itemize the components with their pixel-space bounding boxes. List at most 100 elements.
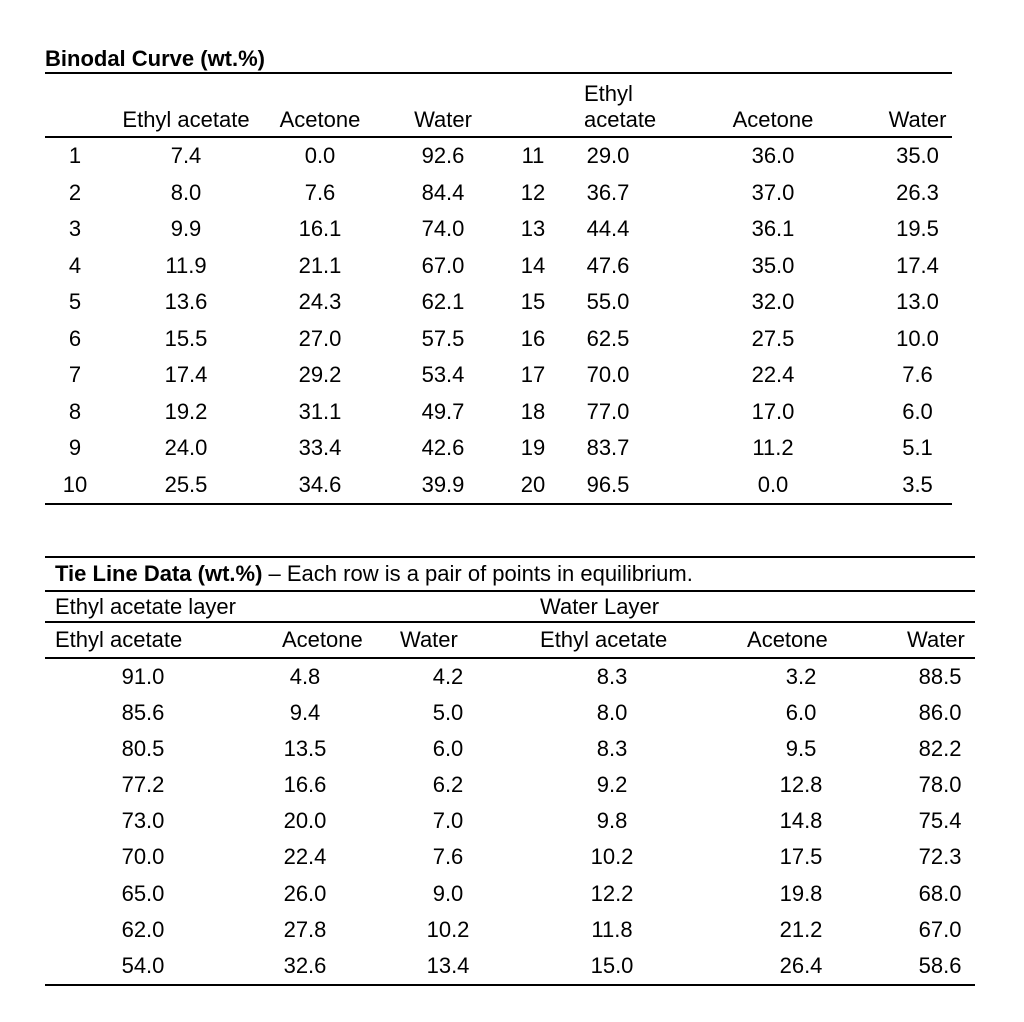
table-row: 7 17.4 29.2 53.4 17 70.0 22.4 7.6 [45, 357, 952, 394]
table-cell: 2 [68, 179, 82, 205]
tie-line-title-bold: Tie Line Data (wt.%) [55, 561, 263, 586]
table-cell: 6.0 [432, 736, 464, 762]
table-cell: 9.8 [596, 808, 628, 834]
table-row: 91.0 4.8 4.2 8.3 3.2 88.5 [45, 658, 975, 695]
table-cell: 86.0 [918, 700, 962, 726]
table-cell: 54.0 [121, 952, 165, 978]
column-header-ethyl-acetate-right: Ethyl acetate [527, 622, 698, 659]
tie-line-table-body: 91.0 4.8 4.2 8.3 3.2 88.5 85.6 9.4 5.0 8.0 6.0 86.0… [45, 658, 975, 985]
table-cell: 91.0 [121, 664, 165, 689]
table-cell: 13.6 [164, 289, 208, 314]
table-cell: 19.5 [896, 216, 939, 241]
table-row: 54.0 32.6 13.4 15.0 26.4 58.6 [45, 948, 975, 985]
column-header-ethyl-acetate-left: Ethyl acetate [105, 74, 267, 138]
table-cell: 15 [520, 289, 546, 314]
table-cell: 5 [68, 289, 82, 314]
table-row: 8 19.2 31.1 49.7 18 77.0 17.0 6.0 [45, 394, 952, 431]
table-cell: 29.0 [586, 143, 630, 168]
table-cell: 6.0 [902, 398, 933, 424]
table-cell: 27.0 [298, 325, 342, 351]
table-cell: 32.0 [751, 289, 795, 314]
table-cell: 26.0 [283, 880, 327, 906]
table-cell: 11 [521, 143, 545, 168]
table-cell: 13.0 [896, 289, 939, 314]
table-cell: 70.0 [121, 844, 165, 870]
table-cell: 36.1 [751, 216, 795, 241]
table-cell: 27.5 [751, 325, 795, 351]
table-cell: 8.0 [596, 700, 628, 726]
table-cell: 36.7 [586, 179, 630, 205]
table-cell: 19 [520, 435, 546, 460]
table-cell: 9.9 [170, 216, 202, 241]
table-cell: 17.0 [751, 398, 795, 424]
table-cell: 13 [520, 216, 546, 241]
binodal-section: Binodal Curve (wt.%) Ethyl acetate Aceto… [45, 46, 1024, 505]
table-cell: 3.2 [785, 664, 817, 689]
table-cell: 77.2 [121, 772, 165, 798]
table-cell: 11.9 [165, 252, 207, 278]
table-cell: 20 [520, 471, 546, 497]
table-cell: 88.5 [918, 664, 962, 689]
table-cell: 7.6 [432, 844, 464, 870]
table-cell: 14 [520, 252, 546, 278]
table-cell: 6.0 [785, 700, 817, 726]
table-cell: 74.0 [421, 216, 465, 241]
binodal-table: Ethyl acetate Acetone Water Ethyl acetat… [45, 74, 952, 505]
table-cell: 83.7 [586, 435, 630, 460]
table-cell: 9.4 [289, 700, 321, 726]
table-row: 1 7.4 0.0 92.6 11 29.0 36.0 35.0 [45, 137, 952, 175]
table-cell: 17.4 [896, 252, 939, 278]
table-cell: 14.8 [779, 808, 823, 834]
table-cell: 42.6 [421, 435, 465, 460]
column-header-acetone-left: Acetone [241, 622, 369, 659]
binodal-table-body: 1 7.4 0.0 92.6 11 29.0 36.0 35.0 2 8.0 7.6 84.4 12 36… [45, 137, 952, 504]
column-header-ethyl-acetate-right: Ethyl acetate [553, 74, 663, 138]
table-cell: 24.3 [298, 289, 342, 314]
layer-header-water: Water Layer [527, 592, 976, 623]
table-cell: 20.0 [283, 808, 327, 834]
table-cell: 12.2 [590, 880, 634, 906]
table-cell: 72.3 [918, 844, 962, 870]
table-cell: 32.6 [283, 952, 327, 978]
table-cell: 47.6 [586, 252, 630, 278]
table-cell: 8.3 [596, 664, 628, 689]
table-cell: 26.3 [896, 179, 939, 205]
table-cell: 5.1 [902, 435, 933, 460]
binodal-header-row: Ethyl acetate Acetone Water Ethyl acetat… [45, 74, 952, 138]
table-row: 80.5 13.5 6.0 8.3 9.5 82.2 [45, 731, 975, 767]
table-row: 62.0 27.8 10.2 11.8 21.2 67.0 [45, 912, 975, 948]
table-cell: 9.0 [432, 880, 464, 906]
table-row: 73.0 20.0 7.0 9.8 14.8 75.4 [45, 803, 975, 839]
table-cell: 39.9 [421, 471, 465, 497]
column-header-water-left: Water [369, 622, 528, 659]
table-row: 70.0 22.4 7.6 10.2 17.5 72.3 [45, 839, 975, 875]
table-cell: 7 [68, 362, 82, 387]
table-cell: 11.2 [752, 435, 794, 460]
table-cell: 9 [68, 435, 82, 460]
table-cell: 15.5 [164, 325, 208, 351]
table-cell: 37.0 [751, 179, 795, 205]
table-cell: 19.2 [164, 398, 208, 424]
table-cell: 9.2 [596, 772, 628, 798]
table-cell: 10 [62, 471, 88, 497]
table-cell: 17 [520, 362, 546, 387]
table-cell: 35.0 [896, 143, 939, 168]
tie-line-title: Tie Line Data (wt.%) – Each row is a pai… [45, 556, 975, 592]
table-row: 2 8.0 7.6 84.4 12 36.7 37.0 26.3 [45, 175, 952, 212]
table-cell: 4.2 [432, 664, 464, 689]
table-cell: 11.8 [591, 916, 633, 942]
tie-line-title-note: – Each row is a pair of points in equili… [268, 561, 693, 586]
column-header-index-right [513, 74, 553, 138]
column-header-water-right: Water [905, 622, 976, 659]
table-cell: 92.6 [421, 143, 465, 168]
table-cell: 58.6 [918, 952, 962, 978]
table-row: 65.0 26.0 9.0 12.2 19.8 68.0 [45, 876, 975, 912]
layer-header-ethyl-acetate: Ethyl acetate layer [45, 592, 528, 623]
table-cell: 16 [520, 325, 546, 351]
binodal-table-header: Ethyl acetate Acetone Water Ethyl acetat… [45, 74, 952, 138]
table-cell: 68.0 [918, 880, 962, 906]
table-cell: 17.4 [164, 362, 208, 387]
table-cell: 10.2 [590, 844, 634, 870]
table-cell: 44.4 [586, 216, 630, 241]
table-cell: 3 [68, 216, 82, 241]
